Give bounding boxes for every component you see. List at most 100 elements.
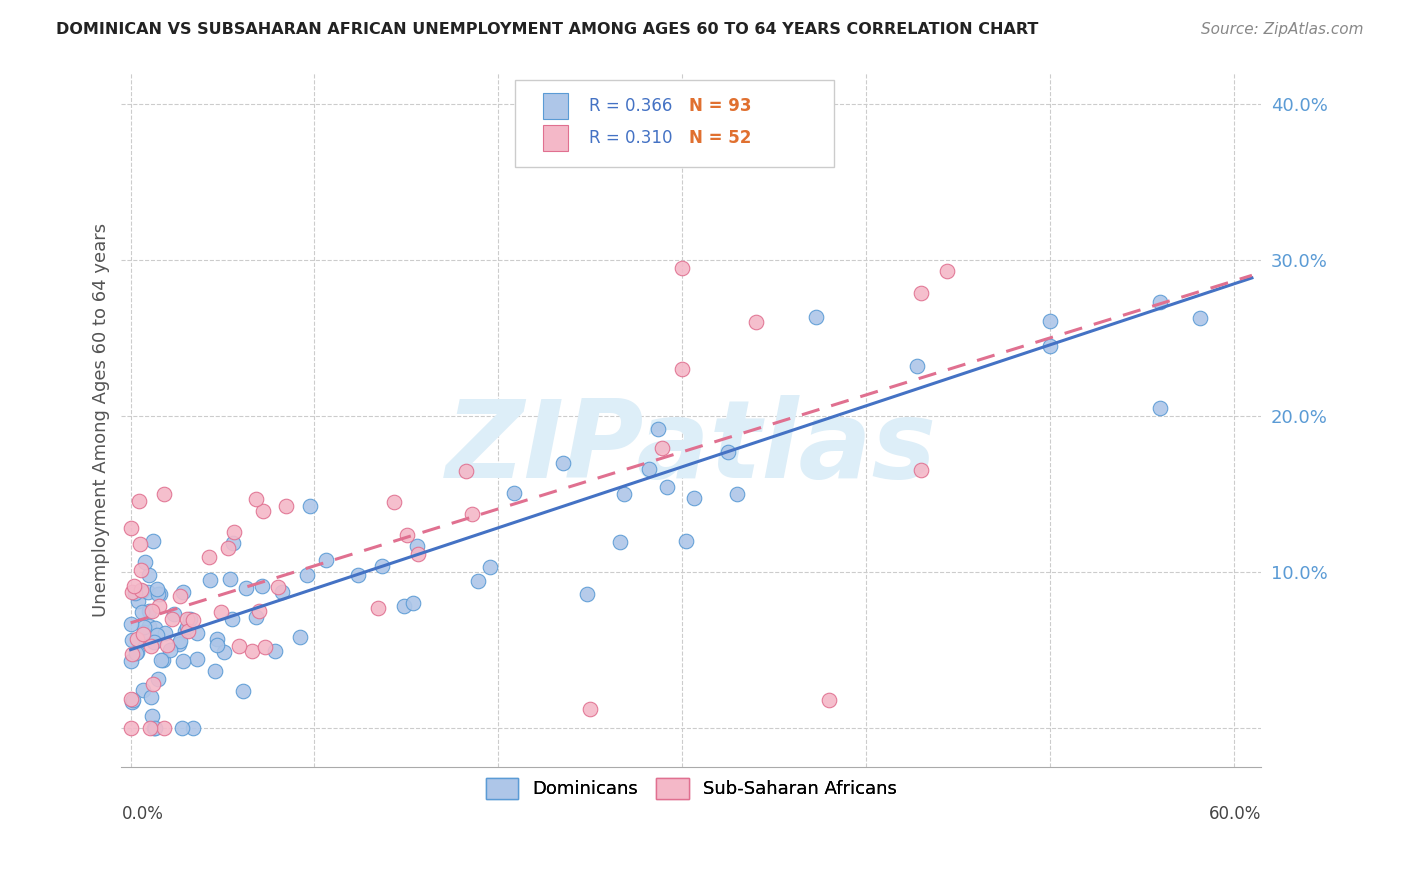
Point (160, 612, 183, 626)
Point (138, 567, 160, 582)
Point (150, 653, 173, 667)
Point (675, 534, 697, 549)
Point (143, 622, 166, 636)
Point (198, 549, 221, 564)
Y-axis label: Unemployment Among Ages 60 to 64 years: Unemployment Among Ages 60 to 64 years (93, 223, 110, 617)
Point (209, 605, 232, 619)
Point (169, 634, 191, 648)
Point (120, 521, 142, 535)
Point (138, 619, 160, 633)
Point (461, 507, 484, 521)
Point (240, 644, 263, 658)
Point (651, 441, 673, 455)
Point (299, 499, 322, 513)
Point (818, 692, 841, 706)
Point (153, 626, 176, 640)
Point (367, 601, 389, 615)
Point (143, 721, 166, 735)
Point (221, 612, 243, 626)
Point (671, 260, 693, 275)
Point (120, 721, 142, 735)
Point (163, 607, 186, 622)
Point (134, 625, 156, 640)
Point (159, 642, 181, 657)
Text: R = 0.366: R = 0.366 (589, 97, 672, 115)
Point (120, 617, 142, 632)
Point (156, 638, 179, 652)
Point (405, 539, 427, 553)
Point (235, 582, 257, 596)
Point (146, 628, 169, 642)
Point (132, 683, 155, 698)
Point (1039, 314, 1062, 328)
Point (295, 568, 318, 582)
Point (139, 690, 162, 705)
Point (142, 533, 165, 548)
Point (252, 504, 274, 518)
Point (173, 624, 195, 639)
Point (717, 445, 740, 459)
Point (177, 624, 200, 639)
Point (382, 495, 405, 509)
Text: Source: ZipAtlas.com: Source: ZipAtlas.com (1201, 22, 1364, 37)
Point (134, 620, 156, 634)
Point (467, 574, 489, 588)
Point (655, 480, 678, 494)
Point (181, 613, 204, 627)
Point (1039, 339, 1062, 353)
Point (127, 594, 149, 608)
Point (128, 632, 150, 647)
Point (228, 639, 250, 653)
Point (120, 691, 142, 706)
Point (454, 464, 477, 478)
Point (479, 560, 502, 574)
Bar (543, 125, 568, 152)
Point (288, 630, 311, 644)
Point (267, 581, 290, 595)
Point (141, 709, 163, 723)
Point (128, 494, 150, 508)
Point (1149, 294, 1171, 309)
Point (936, 264, 959, 278)
Point (804, 310, 827, 325)
Point (120, 654, 142, 668)
Point (124, 585, 146, 599)
Point (647, 422, 669, 436)
Point (219, 572, 242, 586)
Point (315, 553, 337, 567)
Point (232, 684, 254, 698)
Point (247, 604, 270, 618)
Point (205, 632, 228, 647)
Point (142, 677, 165, 691)
Text: ZIPatlas: ZIPatlas (446, 394, 936, 500)
Point (146, 587, 169, 601)
Point (245, 610, 267, 624)
Text: N = 52: N = 52 (689, 129, 751, 147)
Point (671, 362, 693, 376)
Point (253, 640, 276, 655)
Point (745, 315, 768, 329)
Text: 0.0%: 0.0% (121, 805, 163, 823)
Point (396, 527, 419, 541)
Point (271, 585, 294, 599)
Point (217, 541, 239, 556)
Point (502, 486, 524, 500)
Text: 60.0%: 60.0% (1209, 805, 1261, 823)
Point (146, 673, 169, 687)
Point (1149, 401, 1171, 416)
Point (176, 612, 198, 626)
Point (121, 633, 143, 648)
Legend: Dominicans, Sub-Saharan Africans: Dominicans, Sub-Saharan Africans (478, 771, 904, 806)
Point (125, 645, 148, 659)
Point (172, 654, 194, 668)
Point (152, 486, 174, 500)
Point (725, 486, 748, 500)
Point (138, 721, 160, 735)
Point (186, 626, 208, 640)
Point (131, 605, 153, 619)
FancyBboxPatch shape (515, 80, 834, 167)
Point (121, 584, 143, 599)
Point (551, 456, 574, 470)
Text: DOMINICAN VS SUBSAHARAN AFRICAN UNEMPLOYMENT AMONG AGES 60 TO 64 YEARS CORRELATI: DOMINICAN VS SUBSAHARAN AFRICAN UNEMPLOY… (56, 22, 1039, 37)
Text: R = 0.310: R = 0.310 (589, 129, 672, 147)
